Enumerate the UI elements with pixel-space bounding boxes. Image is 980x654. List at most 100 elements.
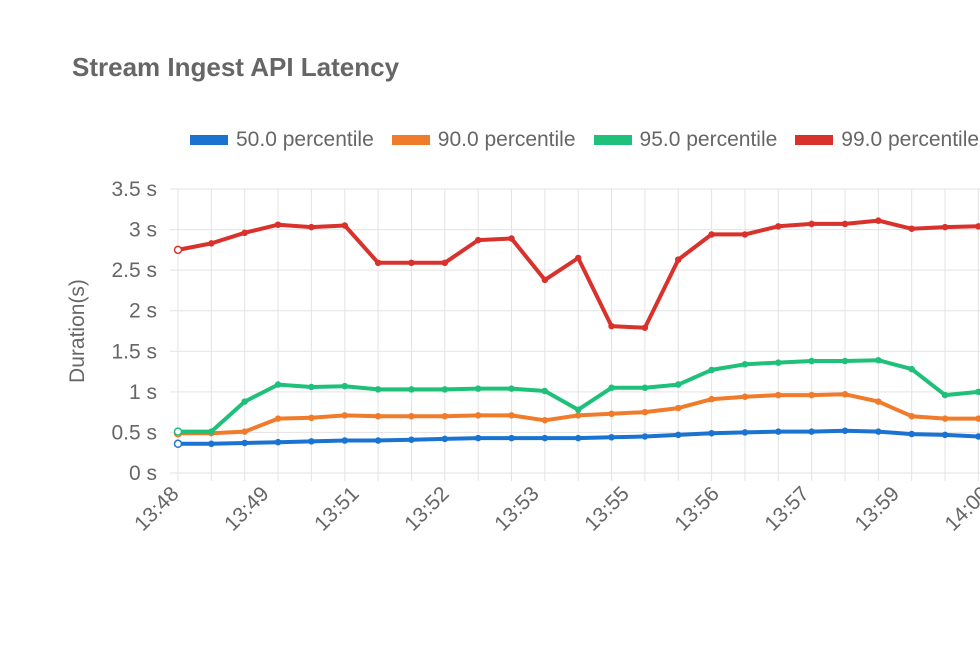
series-2-point xyxy=(941,391,949,399)
series-3-point xyxy=(541,276,549,284)
series-1-point xyxy=(875,398,882,405)
series-2-point xyxy=(341,382,348,390)
series-3-point xyxy=(173,245,183,255)
series-0-point xyxy=(708,429,715,437)
series-0-point xyxy=(441,435,449,443)
series-3-point xyxy=(208,240,215,247)
series-1-point xyxy=(541,417,549,424)
series-1-point xyxy=(775,391,782,399)
series-2-point xyxy=(741,361,749,368)
legend-item-p99[interactable]: 99.0 percentile xyxy=(795,128,979,152)
series-3-point xyxy=(808,220,815,228)
series-0-point xyxy=(775,428,782,435)
series-2-point xyxy=(441,386,449,393)
series-3-point xyxy=(241,229,248,237)
series-0-point xyxy=(173,439,183,449)
series-1-point xyxy=(408,412,415,420)
series-2-point xyxy=(841,357,849,365)
series-1-point xyxy=(941,415,949,422)
x-tick-label: 13:56 xyxy=(670,482,723,535)
y-tick-label: 1.5 s xyxy=(111,340,157,363)
y-tick-label: 3 s xyxy=(129,219,157,242)
series-1-point xyxy=(708,395,715,403)
series-1-point xyxy=(808,391,815,399)
legend-item-p50[interactable]: 50.0 percentile xyxy=(190,128,374,152)
series-1-point xyxy=(608,410,615,418)
series-2-point xyxy=(875,356,882,364)
series-3-point xyxy=(341,222,348,229)
x-tick-label: 13:57 xyxy=(760,482,813,535)
series-0-point xyxy=(574,434,582,442)
series-0-point xyxy=(908,430,915,438)
series-0-point xyxy=(308,438,315,445)
chart-legend: 50.0 percentile 90.0 percentile 95.0 per… xyxy=(190,128,980,152)
series-3-point xyxy=(775,223,782,230)
series-1-point xyxy=(508,412,515,419)
series-3-point xyxy=(708,231,715,238)
y-tick-label: 0 s xyxy=(129,462,157,485)
y-tick-label: 1 s xyxy=(129,381,157,404)
series-0-point xyxy=(274,438,282,446)
series-1-point xyxy=(975,415,980,422)
series-3-point xyxy=(941,223,949,231)
series-3-point xyxy=(975,223,980,230)
series-0-point xyxy=(975,433,980,440)
y-tick-label: 2.5 s xyxy=(111,259,157,282)
series-1-point xyxy=(274,415,282,422)
series-3-point xyxy=(408,259,415,267)
series-0-point xyxy=(508,434,515,442)
x-tick-label: 13:53 xyxy=(490,482,543,535)
legend-item-p90[interactable]: 90.0 percentile xyxy=(391,128,576,152)
series-1-point xyxy=(641,408,649,416)
series-3-point xyxy=(675,256,682,263)
series-3-point xyxy=(508,235,515,242)
series-0-point xyxy=(641,433,649,440)
legend-label-p50: 50.0 percentile xyxy=(236,128,374,151)
series-2-point xyxy=(308,383,315,391)
series-3-point xyxy=(608,322,615,330)
series-2-point xyxy=(675,381,682,388)
x-tick-label: 13:52 xyxy=(400,482,453,535)
series-0-point xyxy=(374,437,382,444)
series-1-point xyxy=(574,412,582,419)
series-1-point xyxy=(341,412,348,419)
series-3-point xyxy=(308,223,315,231)
y-axis-title: Duration(s) xyxy=(66,279,89,383)
series-2-point xyxy=(408,386,415,393)
series-2-point xyxy=(508,385,515,392)
series-2-point xyxy=(474,385,482,392)
series-0-point xyxy=(741,429,749,436)
series-2-point xyxy=(274,381,282,388)
series-2-point xyxy=(708,366,715,374)
y-tick-label: 3.5 s xyxy=(111,178,157,201)
legend-label-p99: 99.0 percentile xyxy=(841,128,980,151)
y-tick-label: 2 s xyxy=(129,300,157,323)
series-0-point xyxy=(808,428,815,435)
legend-label-p90: 90.0 percentile xyxy=(437,128,576,151)
x-tick-label: 13:48 xyxy=(130,482,183,535)
series-0-point xyxy=(241,439,248,447)
series-3-point xyxy=(641,324,649,332)
series-1-point xyxy=(308,414,315,422)
x-tick-label: 13:59 xyxy=(850,482,903,535)
series-1-point xyxy=(474,412,482,419)
x-tick-label: 13:49 xyxy=(220,482,273,535)
series-3-point xyxy=(441,259,449,267)
series-0-point xyxy=(841,427,849,435)
series-2-point xyxy=(208,428,215,435)
series-1-point xyxy=(841,391,849,398)
series-3-point xyxy=(474,236,482,244)
series-2-point xyxy=(374,386,382,393)
series-2-point xyxy=(541,387,549,395)
legend-swatch-p90 xyxy=(391,135,430,145)
series-3-point xyxy=(374,259,382,267)
series-2-point xyxy=(173,427,183,436)
series-3-point xyxy=(741,231,749,238)
legend-label-p95: 95.0 percentile xyxy=(639,128,778,151)
series-0-point xyxy=(474,434,482,442)
legend-item-p95[interactable]: 95.0 percentile xyxy=(593,128,778,152)
series-0-point xyxy=(608,434,615,441)
legend-swatch-p99 xyxy=(795,135,834,145)
series-2-point xyxy=(908,365,915,373)
series-2-point xyxy=(975,388,980,396)
